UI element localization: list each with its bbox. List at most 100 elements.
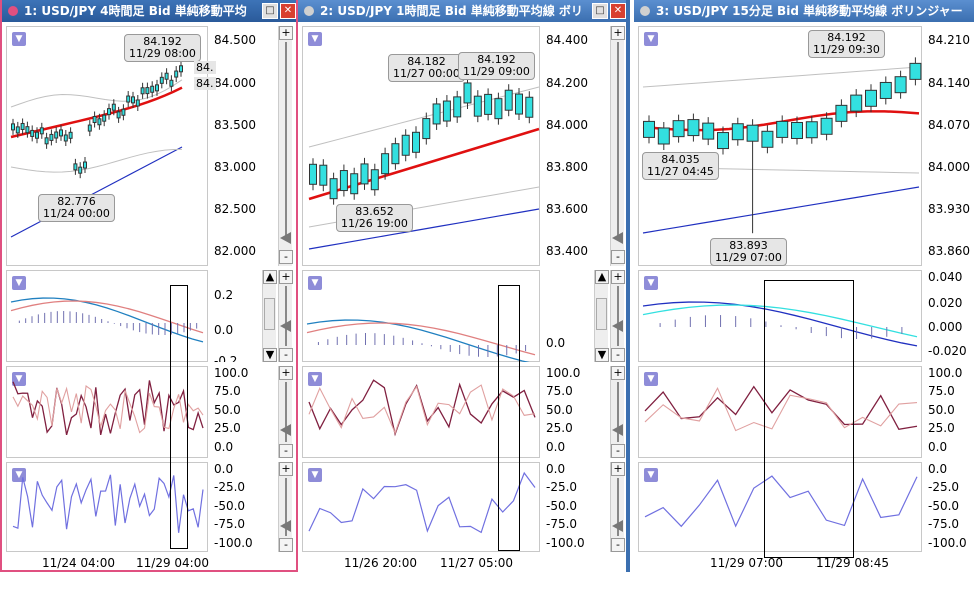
zoom-out-button[interactable]: - [611, 348, 625, 362]
chart-window-2[interactable]: 2: USD/JPY 1時間足 Bid 単純移動平均線 ボリ □ ✕ ▼ 84.… [298, 0, 630, 572]
vertical-zoom-scroll[interactable]: + - [278, 270, 293, 362]
wr-tick: -25.0 [928, 480, 960, 494]
chart-window-3[interactable]: 3: USD/JPY 15分足 Bid 単純移動平均線 ボリンジャー ▼ 84.… [634, 0, 974, 572]
williams-r-plot[interactable]: ▼ [302, 462, 540, 552]
wr-tick: -25.0 [546, 480, 578, 494]
zoom-in-button[interactable]: + [279, 462, 293, 476]
maximize-button[interactable]: □ [592, 3, 608, 19]
vertical-zoom-scroll[interactable]: + - [610, 462, 625, 552]
panel-menu-button[interactable]: ▼ [308, 276, 322, 290]
zoom-out-button[interactable]: - [279, 538, 293, 552]
scroll-up-button[interactable]: ▲ [263, 270, 277, 284]
macd-tick: 0.0 [214, 323, 234, 337]
panel-menu-button[interactable]: ▼ [644, 276, 658, 290]
zoom-out-button[interactable]: - [279, 444, 293, 458]
zoom-out-button[interactable]: - [279, 348, 293, 362]
window-icon [304, 6, 314, 16]
candle [78, 166, 83, 174]
scroll-up-button[interactable]: ▲ [595, 270, 609, 284]
chart-window-1[interactable]: 1: USD/JPY 4時間足 Bid 単純移動平均 □ ✕ ▼ 84.500 … [0, 0, 298, 572]
scroll-down-button[interactable]: ▼ [595, 348, 609, 362]
price-tick: 83.600 [546, 202, 588, 216]
candle [442, 100, 451, 122]
zoom-handle[interactable] [612, 520, 623, 532]
wr-tick: -50.0 [928, 499, 960, 513]
zoom-out-button[interactable]: - [279, 250, 293, 264]
vertical-zoom-scroll[interactable]: + - [278, 26, 293, 266]
williams-r-plot[interactable]: ▼ [6, 462, 208, 552]
zoom-in-button[interactable]: + [611, 462, 625, 476]
vertical-zoom-scroll[interactable]: + - [610, 270, 625, 362]
scroll-thumb[interactable] [264, 298, 275, 330]
panel-menu-button[interactable]: ▼ [644, 32, 658, 46]
panel-menu-button[interactable]: ▼ [308, 372, 322, 386]
zoom-out-button[interactable]: - [611, 444, 625, 458]
panel-menu-button[interactable]: ▼ [12, 276, 26, 290]
zoom-handle[interactable] [612, 424, 623, 436]
callout-price: 84.182 [407, 55, 446, 68]
long-ma-line [308, 208, 540, 250]
vertical-zoom-scroll[interactable]: + - [610, 26, 625, 266]
callout-time: 11/29 09:30 [813, 43, 880, 56]
zoom-in-button[interactable]: + [611, 26, 625, 40]
callout-price: 84.192 [827, 31, 866, 44]
zoom-handle[interactable] [280, 232, 291, 244]
panel-menu-button[interactable]: ▼ [12, 32, 26, 46]
stoch-tick: 75.0 [546, 384, 573, 398]
zoom-handle[interactable] [612, 232, 623, 244]
zoom-in-button[interactable]: + [611, 366, 625, 380]
zoom-handle[interactable] [280, 320, 291, 332]
stoch-tick: 0.0 [546, 440, 566, 454]
williams-r-plot[interactable]: ▼ [638, 462, 922, 552]
candle [126, 95, 131, 103]
zoom-handle[interactable] [280, 424, 291, 436]
price-chart [308, 76, 540, 250]
stochastics-plot[interactable]: ▼ [6, 366, 208, 458]
zoom-in-button[interactable]: + [611, 270, 625, 284]
panel-menu-button[interactable]: ▼ [644, 372, 658, 386]
panel-menu-button[interactable]: ▼ [644, 468, 658, 482]
price-plot[interactable]: ▼ [638, 26, 922, 266]
panel-menu-button[interactable]: ▼ [308, 32, 322, 46]
vertical-scrollbar[interactable]: ▲ ▼ [262, 270, 277, 362]
candle [515, 93, 523, 115]
stochastics-plot[interactable]: ▼ [302, 366, 540, 458]
macd-panel: ▼ 0.040 0.020 0.000 -0.020 [638, 270, 974, 362]
macd-chart [10, 297, 204, 343]
wr-tick: 0.0 [928, 462, 948, 476]
panel-menu-button[interactable]: ▼ [12, 372, 26, 386]
scroll-thumb[interactable] [596, 298, 607, 330]
zoom-in-button[interactable]: + [279, 366, 293, 380]
vertical-zoom-scroll[interactable]: + - [610, 366, 625, 458]
zoom-handle[interactable] [612, 320, 623, 332]
wr-tick: 0.0 [214, 462, 234, 476]
close-button[interactable]: ✕ [280, 3, 296, 19]
zoom-out-button[interactable]: - [611, 250, 625, 264]
window-1-titlebar[interactable]: 1: USD/JPY 4時間足 Bid 単純移動平均 □ ✕ [2, 0, 296, 22]
window-2-titlebar[interactable]: 2: USD/JPY 1時間足 Bid 単純移動平均線 ボリ □ ✕ [298, 0, 626, 22]
maximize-button[interactable]: □ [262, 3, 278, 19]
price-plot[interactable]: ▼ [6, 26, 208, 266]
zoom-out-button[interactable]: - [611, 538, 625, 552]
zoom-in-button[interactable]: + [279, 26, 293, 40]
signal-line [10, 300, 204, 334]
stoch-tick: 25.0 [928, 421, 955, 435]
panel-menu-button[interactable]: ▼ [308, 468, 322, 482]
macd-plot[interactable]: ▼ [638, 270, 922, 362]
williams-r-chart [12, 474, 204, 533]
candle [484, 93, 493, 115]
candle [731, 123, 744, 141]
zoom-in-button[interactable]: + [279, 270, 293, 284]
window-3-titlebar[interactable]: 3: USD/JPY 15分足 Bid 単純移動平均線 ボリンジャー [634, 0, 974, 22]
price-axis: 84.500 84.000 83.500 83.000 82.500 82.00… [210, 26, 262, 266]
vertical-zoom-scroll[interactable]: + - [278, 366, 293, 458]
zoom-handle[interactable] [280, 520, 291, 532]
williams-r-panel: ▼ 0.0 -25.0 -50.0 -75.0 -100.0 [638, 462, 974, 552]
stochastics-plot[interactable]: ▼ [638, 366, 922, 458]
close-button[interactable]: ✕ [610, 3, 626, 19]
vertical-zoom-scroll[interactable]: + - [278, 462, 293, 552]
signal-line [306, 322, 536, 356]
williams-r-chart [308, 471, 536, 534]
vertical-scrollbar[interactable]: ▲ ▼ [594, 270, 609, 362]
scroll-down-button[interactable]: ▼ [263, 348, 277, 362]
